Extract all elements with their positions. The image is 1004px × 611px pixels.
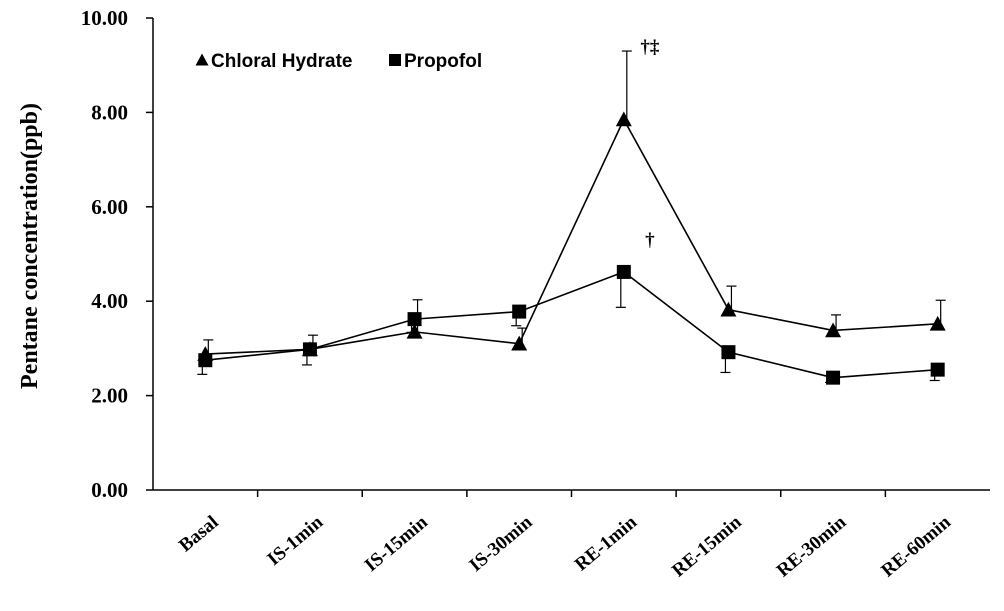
series-lines: [205, 117, 938, 379]
point-propofol: [407, 312, 422, 327]
x-tick-label: Basal: [175, 512, 222, 557]
series-line-propofol: [205, 271, 938, 379]
point-chloral-hydrate: [929, 315, 946, 331]
point-propofol: [616, 264, 631, 279]
legend-label: Propofol: [404, 51, 482, 72]
y-tick-label: 2.00: [91, 384, 128, 408]
point-propofol: [302, 342, 317, 357]
point-propofol: [512, 304, 527, 319]
significance-marker: †‡: [640, 37, 660, 58]
axes: [146, 17, 990, 497]
point-chloral-hydrate: [615, 111, 632, 127]
x-tick-label: RE-1min: [571, 511, 641, 575]
significance-marker: †: [645, 230, 655, 251]
point-chloral-hydrate: [825, 322, 842, 338]
y-tick-label: 0.00: [91, 478, 128, 502]
x-tick-label: RE-60min: [878, 511, 956, 581]
x-tick-label: RE-15min: [668, 511, 746, 581]
legend-marker-propofol: [389, 54, 401, 66]
y-tick-label: 6.00: [91, 195, 128, 219]
x-tick-label: RE-30min: [773, 511, 851, 581]
series-markers: [197, 111, 946, 385]
x-tick-label: IS-15min: [361, 511, 432, 576]
x-tick-label: IS-1min: [264, 511, 328, 569]
legend: Chloral Hydrate Propofol: [195, 51, 482, 72]
annotations: †‡ †: [640, 37, 660, 251]
legend-label: Chloral Hydrate: [211, 51, 352, 72]
point-propofol: [721, 345, 736, 360]
point-propofol: [198, 353, 213, 368]
point-chloral-hydrate: [720, 301, 737, 317]
point-propofol: [930, 362, 945, 377]
x-tick-labels: Basal IS-1min IS-15min IS-30min RE-1min RE-15…: [175, 511, 955, 581]
point-propofol: [826, 370, 841, 385]
y-tick-label: 4.00: [91, 289, 128, 313]
y-tick-label: 8.00: [91, 100, 128, 124]
y-tick-labels: 0.00 2.00 4.00 6.00 8.00 10.00: [81, 6, 128, 502]
series-line-chloral-hydrate: [205, 117, 938, 355]
x-tick-label: IS-30min: [465, 511, 536, 576]
y-axis-label: Pentane concentration(ppb): [17, 103, 43, 389]
point-chloral-hydrate: [511, 335, 528, 351]
point-chloral-hydrate: [406, 323, 423, 339]
y-tick-label: 10.00: [81, 6, 128, 30]
legend-marker-chloral-hydrate: [195, 53, 209, 66]
